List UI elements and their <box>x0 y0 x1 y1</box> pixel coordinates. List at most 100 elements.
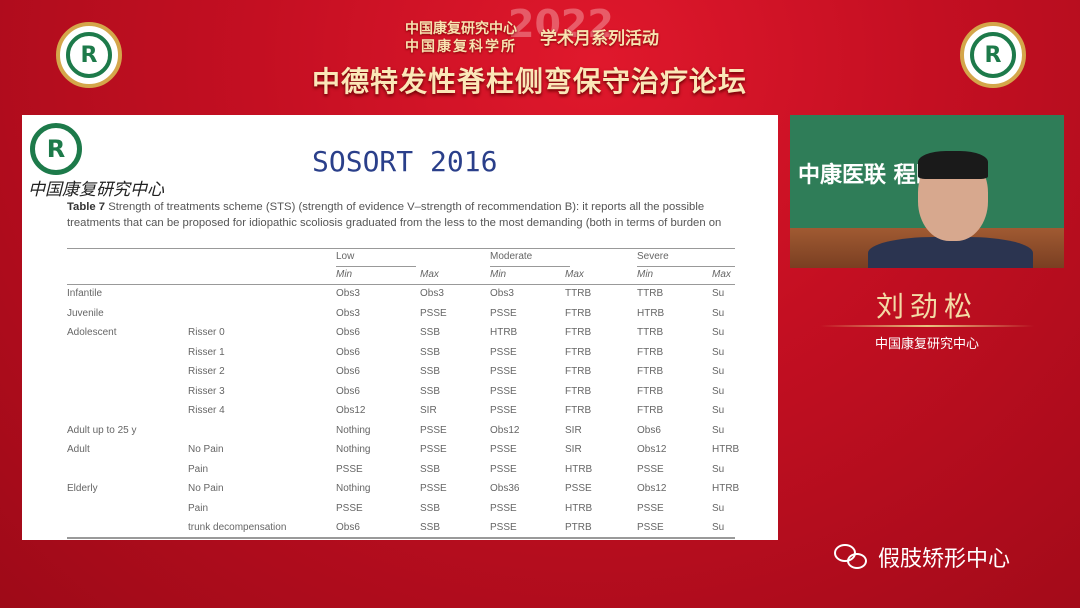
table-cell: Obs6 <box>336 385 360 397</box>
table-cell: PSSE <box>565 483 592 494</box>
column-header: Max <box>420 269 439 280</box>
group-header: Moderate <box>490 251 533 262</box>
table-cell: SSB <box>420 522 441 533</box>
table-cell: Obs3 <box>336 288 360 299</box>
table-cell: Obs12 <box>637 444 667 455</box>
speaker-name: 刘劲松 <box>875 290 978 323</box>
table-cell: PSSE <box>490 444 517 455</box>
presentation-slide: R 中国康复研究中心 SOSORT 2016 Table 7 Strength … <box>22 115 778 540</box>
table-cell: PSSE <box>490 502 517 514</box>
table-cell: PSSE <box>637 502 664 514</box>
table-cell: PSSE <box>490 307 517 319</box>
group-rule <box>637 266 735 267</box>
table-cell: PSSE <box>490 405 517 416</box>
table-cell: SSB <box>420 385 441 397</box>
table-cell: SSB <box>420 463 441 475</box>
table-cell: PTRB <box>565 522 592 533</box>
table-cell: Risser 1 <box>188 346 225 358</box>
table-cell: No Pain <box>188 444 224 455</box>
table-cell: Su <box>712 424 725 436</box>
table-cell: Su <box>712 502 725 514</box>
divider <box>820 325 1034 327</box>
table-cell: Nothing <box>336 424 371 436</box>
wechat-icon <box>834 542 870 572</box>
table-cell: trunk decompensation <box>188 522 287 533</box>
watermark-text: 假肢矫形中心 <box>878 547 1011 572</box>
group-rule <box>336 266 416 267</box>
table-cell: HTRB <box>712 483 740 494</box>
table-top-rule <box>67 248 735 249</box>
table-cell: Adult <box>67 444 90 455</box>
left-logo: R <box>56 22 122 88</box>
table-cell: No Pain <box>188 483 224 494</box>
banner-org-line2: 中国康复科学所 <box>405 39 517 55</box>
table-cell: PSSE <box>420 444 447 455</box>
banner-year: 2022 <box>508 2 614 46</box>
table-cell: Risser 0 <box>188 327 225 338</box>
table-cell: PSSE <box>490 385 517 397</box>
speaker-webcam: 中康医联 程医学中 <box>790 115 1064 268</box>
table-cell: Risser 3 <box>188 385 225 397</box>
logo-glyph: R <box>66 32 112 78</box>
table-cell: SSB <box>420 366 441 377</box>
table-cell: Obs6 <box>336 327 360 338</box>
table-cell: FTRB <box>565 346 592 358</box>
table-cell: Obs6 <box>637 424 661 436</box>
table-caption: Table 7 Strength of treatments scheme (S… <box>67 200 737 231</box>
table-cell: FTRB <box>637 346 664 358</box>
caption-text: Strength of treatments scheme (STS) (str… <box>67 201 722 229</box>
table-cell: Risser 2 <box>188 366 225 377</box>
table-cell: PSSE <box>490 463 517 475</box>
group-header: Low <box>336 251 355 262</box>
table-cell: Elderly <box>67 483 98 494</box>
table-cell: TTRB <box>637 327 664 338</box>
table-cell: Su <box>712 366 725 377</box>
table-cell: Su <box>712 346 725 358</box>
slide-logo: R <box>30 123 82 175</box>
table-cell: PSSE <box>490 522 517 533</box>
table-cell: SIR <box>565 424 582 436</box>
table-cell: Su <box>712 307 725 319</box>
table-cell: Obs36 <box>490 483 520 494</box>
right-logo: R <box>960 22 1026 88</box>
column-header: Max <box>712 269 731 280</box>
banner-series: 学术月系列活动 <box>540 29 659 49</box>
table-cell: Adult up to 25 y <box>67 424 137 436</box>
forum-title: 中德特发性脊柱侧弯保守治疗论坛 <box>312 65 748 98</box>
table-cell: PSSE <box>637 522 664 533</box>
table-cell: TTRB <box>565 288 592 299</box>
table-cell: Su <box>712 405 725 416</box>
table-cell: SIR <box>565 444 582 455</box>
table-cell: Su <box>712 522 725 533</box>
table-cell: FTRB <box>565 366 592 377</box>
table-cell: PSSE <box>336 502 363 514</box>
table-cell: FTRB <box>565 405 592 416</box>
group-rule <box>490 266 570 267</box>
group-header: Severe <box>637 251 669 262</box>
table-cell: Pain <box>188 502 209 514</box>
banner-org-line1: 中国康复研究中心 <box>405 21 517 37</box>
table-cell: PSSE <box>420 424 447 436</box>
speaker-org: 中国康复研究中心 <box>874 337 979 352</box>
table-cell: Pain <box>188 463 209 475</box>
table-cell: FTRB <box>565 385 592 397</box>
table-cell: FTRB <box>637 366 664 377</box>
speaker-hair <box>918 151 988 179</box>
table-cell: Obs6 <box>336 522 360 533</box>
caption-label: Table 7 <box>67 201 106 213</box>
table-cell: HTRB <box>490 327 518 338</box>
slide-logo-text: 中国康复研究中心 <box>28 180 164 200</box>
table-cell: PSSE <box>490 366 517 377</box>
table-cell: PSSE <box>420 483 447 494</box>
table-cell: PSSE <box>490 346 517 358</box>
table-cell: Su <box>712 385 725 397</box>
speaker-body <box>868 237 1033 268</box>
table-cell: Obs3 <box>420 288 444 299</box>
table-cell: Nothing <box>336 444 371 455</box>
table-cell: SIR <box>420 405 437 416</box>
table-cell: PSSE <box>420 307 447 319</box>
table-cell: Juvenile <box>67 307 104 319</box>
header-rule <box>67 284 735 285</box>
watermark: 假肢矫形中心 <box>834 541 1010 573</box>
table-cell: HTRB <box>712 444 740 455</box>
